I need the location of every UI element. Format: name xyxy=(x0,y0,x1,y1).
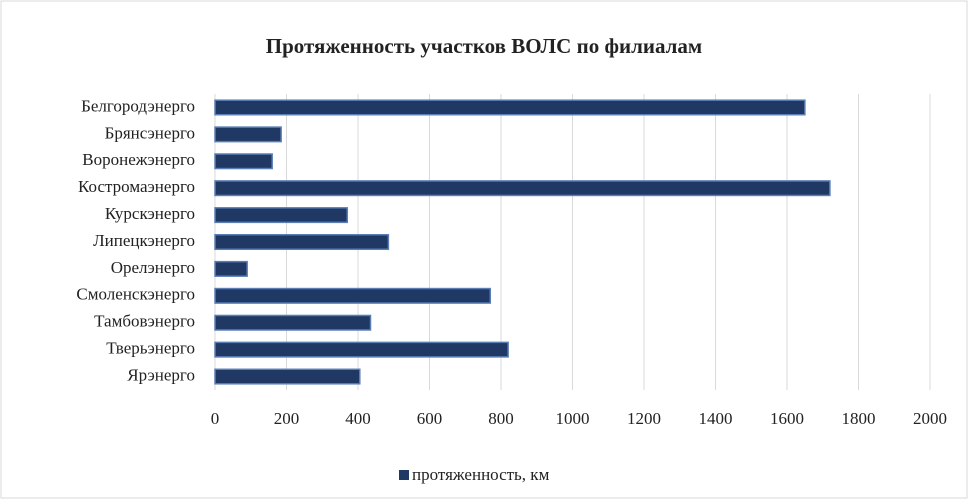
bar xyxy=(214,314,372,331)
y-tick-label: Брянсэнерго xyxy=(105,123,195,142)
x-tick-label: 200 xyxy=(274,409,300,428)
bar xyxy=(214,207,349,224)
x-tick-label: 2000 xyxy=(913,409,947,428)
x-tick-label: 400 xyxy=(345,409,371,428)
y-tick-label: Костромаэнерго xyxy=(78,177,195,196)
x-tick-label: 1600 xyxy=(770,409,804,428)
bar xyxy=(214,99,806,116)
y-tick-label: Белгородэнерго xyxy=(81,96,195,115)
x-tick-label: 1000 xyxy=(556,409,590,428)
bar xyxy=(214,368,361,385)
x-tick-label: 800 xyxy=(488,409,514,428)
bar xyxy=(214,233,390,251)
bar xyxy=(214,341,509,358)
x-tick-label: 600 xyxy=(417,409,443,428)
y-tick-label: Смоленскэнерго xyxy=(76,285,195,304)
x-tick-label: 1200 xyxy=(627,409,661,428)
legend-swatch xyxy=(399,470,409,480)
y-tick-label: Орелэнерго xyxy=(111,258,195,277)
bar xyxy=(214,126,282,143)
x-tick-label: 1800 xyxy=(842,409,876,428)
legend-label: протяженность, км xyxy=(412,465,550,484)
y-tick-label: Ярэнерго xyxy=(127,365,195,384)
y-tick-label: Тверьэнерго xyxy=(106,339,195,358)
bar xyxy=(214,153,273,170)
y-tick-label: Липецкэнерго xyxy=(93,231,195,250)
bar xyxy=(214,287,492,304)
y-tick-label: Тамбовэнерго xyxy=(94,312,195,331)
x-tick-label: 1400 xyxy=(699,409,733,428)
y-tick-label: Воронежэнерго xyxy=(82,150,195,169)
bar xyxy=(214,180,831,197)
y-tick-label: Курскэнерго xyxy=(105,204,195,223)
chart-title: Протяженность участков ВОЛС по филиалам xyxy=(266,34,702,58)
bar xyxy=(214,260,248,277)
x-tick-label: 0 xyxy=(211,409,220,428)
